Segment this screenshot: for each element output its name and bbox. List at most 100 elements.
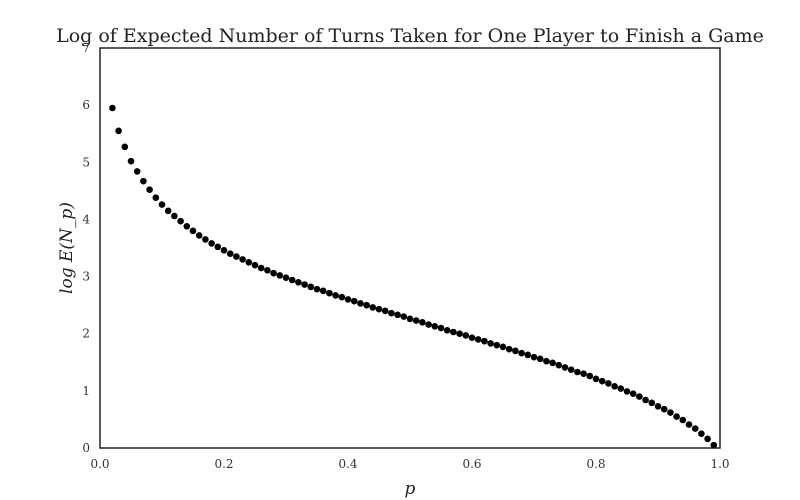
data-points xyxy=(109,104,718,449)
data-point xyxy=(313,285,321,293)
data-point xyxy=(152,194,160,202)
x-tick-label: 0.2 xyxy=(214,457,233,471)
data-point xyxy=(623,388,631,395)
data-point xyxy=(679,416,687,424)
data-point xyxy=(140,177,147,185)
data-point xyxy=(667,409,674,416)
data-point xyxy=(171,212,178,220)
data-point xyxy=(592,375,600,383)
data-point xyxy=(437,324,445,332)
data-point xyxy=(363,301,370,309)
data-point xyxy=(456,330,463,338)
data-point xyxy=(257,264,265,272)
data-point xyxy=(710,441,718,449)
data-point xyxy=(636,393,643,400)
y-tick-label: 1 xyxy=(82,384,90,398)
y-tick-label: 4 xyxy=(82,212,90,226)
data-point xyxy=(264,266,271,274)
data-point xyxy=(319,287,327,295)
data-point xyxy=(350,297,358,305)
data-point xyxy=(524,351,532,359)
data-point xyxy=(388,309,395,317)
data-point xyxy=(474,336,482,343)
data-point xyxy=(499,343,507,351)
data-point xyxy=(567,366,575,374)
data-point xyxy=(202,236,209,243)
data-point xyxy=(245,258,253,266)
y-tick-label: 2 xyxy=(82,327,90,341)
data-point xyxy=(431,322,439,330)
data-point xyxy=(326,289,333,297)
data-point xyxy=(220,246,228,254)
data-point xyxy=(121,143,129,151)
data-point xyxy=(276,272,284,279)
data-point xyxy=(158,201,166,208)
data-point xyxy=(301,281,308,288)
data-point xyxy=(642,396,649,404)
data-point xyxy=(561,364,569,371)
data-point xyxy=(146,186,153,194)
data-point xyxy=(412,317,420,324)
data-point xyxy=(574,368,581,376)
data-point xyxy=(605,380,612,387)
data-point xyxy=(295,278,302,286)
y-tick-label: 5 xyxy=(82,155,90,169)
data-point xyxy=(530,353,538,361)
chart-title: Log of Expected Number of Turns Taken fo… xyxy=(56,25,764,47)
data-point xyxy=(487,340,494,347)
data-point xyxy=(443,326,451,334)
x-axis-ticks: 0.0 0.2 0.4 0.6 0.8 1.0 xyxy=(90,457,729,471)
x-tick-label: 0.0 xyxy=(90,457,109,471)
data-point xyxy=(226,250,234,258)
data-point xyxy=(282,274,290,282)
data-point xyxy=(549,359,556,367)
data-point xyxy=(617,385,625,392)
y-tick-label: 6 xyxy=(82,98,90,112)
data-point xyxy=(133,168,141,175)
data-point xyxy=(214,243,222,251)
data-point xyxy=(164,207,172,215)
x-tick-label: 1.0 xyxy=(710,457,729,471)
data-point xyxy=(704,435,711,443)
y-axis-label: log E(N_p) xyxy=(57,202,77,294)
data-point xyxy=(598,377,606,385)
data-point xyxy=(357,300,364,307)
data-point xyxy=(270,269,277,277)
data-point xyxy=(195,232,203,239)
data-point xyxy=(580,370,587,378)
data-point xyxy=(419,318,426,326)
plot-frame xyxy=(99,47,721,449)
data-point xyxy=(450,328,457,336)
data-point xyxy=(481,337,488,345)
data-point xyxy=(288,276,296,284)
data-point xyxy=(698,430,705,438)
data-point xyxy=(177,217,184,225)
data-point xyxy=(536,355,544,363)
data-point xyxy=(127,157,135,165)
data-point xyxy=(239,256,246,263)
y-tick-label: 0 xyxy=(82,441,90,455)
y-axis-ticks: 0 1 2 3 4 5 6 7 xyxy=(82,41,90,455)
data-point xyxy=(512,347,519,355)
data-point xyxy=(685,421,693,428)
data-point xyxy=(654,402,662,410)
data-point xyxy=(394,311,401,319)
data-point xyxy=(660,405,668,413)
data-point xyxy=(307,283,315,291)
data-point xyxy=(586,372,594,380)
data-point xyxy=(462,332,470,339)
data-point xyxy=(468,334,476,342)
data-point xyxy=(406,315,414,323)
data-point xyxy=(375,305,383,313)
x-tick-label: 0.4 xyxy=(338,457,357,471)
data-point xyxy=(369,304,377,311)
data-point xyxy=(344,296,352,303)
data-point xyxy=(189,227,197,235)
data-point xyxy=(183,222,191,230)
y-tick-label: 3 xyxy=(82,270,90,284)
y-tick-label: 7 xyxy=(82,41,90,55)
data-point xyxy=(691,425,699,432)
data-point xyxy=(611,382,618,390)
